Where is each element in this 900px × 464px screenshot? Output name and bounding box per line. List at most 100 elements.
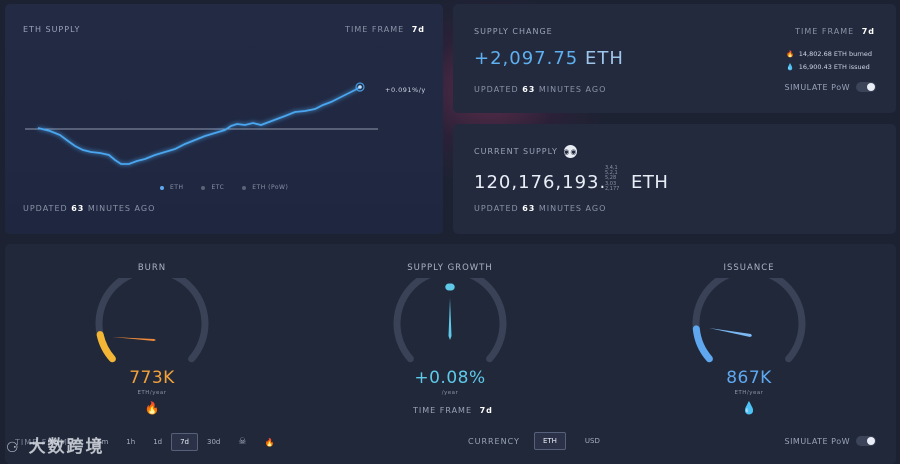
time-frame-option-5m[interactable]: 5m <box>97 438 109 446</box>
burned-row: 🔥 14,802.68 ETH burned <box>786 48 872 61</box>
flicker-digits: 3,4,1 5,2,1 5,28 3,03 2,177 <box>605 165 620 192</box>
updated-suffix: MINUTES AGO <box>87 204 156 213</box>
eth-supply-line <box>37 86 361 165</box>
supply-rate-label: +0.091%/y <box>385 86 426 94</box>
issuance-gauge-track <box>692 278 806 363</box>
gauges-card: BURN 773K ETH/year 🔥 SUPPLY GROWTH +0.08… <box>5 244 896 464</box>
currency-option-usd[interactable]: USD <box>584 437 600 445</box>
legend-eth-pow[interactable]: ETH (PoW) <box>242 184 288 191</box>
bottom-simulate-pow-row: SIMULATE PoW <box>784 436 876 446</box>
current-supply-header: CURRENT SUPPLY ◉◉ <box>474 145 577 158</box>
issuance-gauge-dial <box>692 278 806 363</box>
eth-supply-chart <box>25 82 378 165</box>
issued-text: 16,900.43 ETH issued <box>798 63 870 71</box>
burn-gauge-dial <box>95 278 209 363</box>
burn-gauge-value: 773K <box>129 368 175 388</box>
burn-gauge-title: BURN <box>137 263 167 273</box>
simulate-pow-toggle-row: SIMULATE PoW <box>784 82 876 92</box>
time-frame-option-1d[interactable]: 1d <box>153 438 163 446</box>
issuance-gauge-fill <box>692 325 713 363</box>
chart-legend: ETH ETC ETH (PoW) <box>160 184 288 191</box>
gauges-time-frame: TIME FRAME 7d <box>413 406 493 415</box>
toggle-knob <box>867 437 875 445</box>
legend-eth-pow-dot <box>242 185 247 190</box>
time-frame-option-1h[interactable]: 1h <box>126 438 136 446</box>
issued-row: 💧 16,900.43 ETH issued <box>786 61 872 74</box>
supply-change-updated: UPDATED 63 MINUTES AGO <box>474 85 606 94</box>
skull-icon[interactable]: ☠ <box>238 437 247 447</box>
legend-etc-label: ETC <box>211 184 225 191</box>
eth-supply-updated: UPDATED 63 MINUTES AGO <box>23 204 155 213</box>
issuance-gauge: ISSUANCE 867K ETH/year 💧 <box>674 244 824 419</box>
supply-growth-gauge-unit: /year <box>441 390 459 396</box>
issuance-gauge-unit: ETH/year <box>734 390 764 396</box>
fire-icon: 🔥 <box>144 401 160 415</box>
currency-label: CURRENCY <box>468 436 520 446</box>
supply-change-value: +2,097.75 <box>474 48 579 69</box>
time-frame-indicator: TIME FRAME 7d <box>345 25 425 34</box>
burn-gauge-unit: ETH/year <box>137 390 167 396</box>
current-supply-unit: ETH <box>631 172 669 193</box>
toggle-knob <box>867 83 875 91</box>
supply-growth-gauge-title: SUPPLY GROWTH <box>407 263 493 273</box>
chart-end-marker <box>355 82 365 92</box>
issuance-gauge-title: ISSUANCE <box>723 263 775 273</box>
supply-change-time-frame: TIME FRAME 7d <box>795 27 875 36</box>
supply-growth-gauge-dial <box>393 278 507 363</box>
burn-gauge-track <box>95 278 209 363</box>
current-supply-title: CURRENT SUPPLY <box>474 147 558 156</box>
time-frame-selector-label: TIME FRAME <box>15 437 75 447</box>
current-supply-updated: UPDATED 63 MINUTES AGO <box>474 204 606 213</box>
supply-change-unit: ETH <box>584 48 624 69</box>
legend-etc[interactable]: ETC <box>201 184 224 191</box>
watermark-logo-icon: ⚆ <box>6 440 21 456</box>
issuance-gauge-value: 867K <box>726 368 772 388</box>
legend-eth[interactable]: ETH <box>160 184 183 191</box>
time-frame-label: TIME FRAME <box>345 25 405 34</box>
simulate-pow-toggle[interactable] <box>856 436 876 446</box>
burned-text: 14,802.68 ETH burned <box>798 50 872 58</box>
eth-supply-title: ETH SUPPLY <box>23 25 81 34</box>
supply-growth-gauge-needle <box>448 298 452 340</box>
updated-prefix: UPDATED <box>474 204 519 213</box>
time-frame-option-30d[interactable]: 30d <box>207 438 221 446</box>
flicker-digit: 5,28 <box>605 175 617 182</box>
simulate-pow-label: SIMULATE PoW <box>784 436 850 446</box>
supply-change-card: SUPPLY CHANGE TIME FRAME 7d +2,097.75 ET… <box>453 4 896 113</box>
current-supply-amount: 120,176,193. <box>474 172 607 193</box>
time-frame-value: 7d <box>861 27 875 36</box>
flicker-digit: 5,2,1 <box>605 170 618 177</box>
supply-growth-gauge-value: +0.08% <box>414 368 486 388</box>
time-frame-option-7d[interactable]: 7d <box>171 433 198 451</box>
currency-option-eth[interactable]: ETH <box>533 432 566 450</box>
droplet-icon: 💧 <box>741 401 757 415</box>
burn-gauge: BURN 773K ETH/year 🔥 <box>77 244 227 419</box>
legend-eth-dot <box>160 185 164 190</box>
time-frame-value: 7d <box>411 25 425 34</box>
updated-prefix: UPDATED <box>474 85 519 94</box>
legend-eth-label: ETH <box>170 184 184 191</box>
flicker-digit: 2,177 <box>605 185 620 192</box>
simulate-pow-toggle[interactable] <box>856 82 876 92</box>
watermark: ⚆ 大数跨境 <box>6 432 105 457</box>
supply-growth-gauge: SUPPLY GROWTH +0.08% /year <box>375 244 525 419</box>
glasses-icon: ◉◉ <box>563 145 577 158</box>
chart-end-point <box>358 85 362 89</box>
eth-supply-card: ETH SUPPLY TIME FRAME 7d +0.091%/y ETH E… <box>5 4 443 234</box>
updated-value: 63 <box>522 204 536 213</box>
updated-value: 63 <box>71 204 85 213</box>
legend-etc-dot <box>201 185 206 190</box>
time-frame-label: TIME FRAME <box>413 406 473 415</box>
fire-icon[interactable]: 🔥 <box>264 437 275 447</box>
time-frame-value: 7d <box>479 406 493 415</box>
issuance-gauge-needle <box>709 328 752 337</box>
supply-change-title: SUPPLY CHANGE <box>474 27 553 36</box>
updated-suffix: MINUTES AGO <box>538 204 607 213</box>
burn-issue-stats: 🔥 14,802.68 ETH burned 💧 16,900.43 ETH iss… <box>786 48 872 74</box>
flicker-digit: 3,4,1 <box>605 165 618 171</box>
legend-eth-pow-label: ETH (PoW) <box>252 184 289 191</box>
watermark-text: 大数跨境 <box>28 437 105 457</box>
time-frame-label: TIME FRAME <box>795 27 855 36</box>
fire-icon: 🔥 <box>786 50 795 58</box>
simulate-pow-label: SIMULATE PoW <box>784 82 850 92</box>
